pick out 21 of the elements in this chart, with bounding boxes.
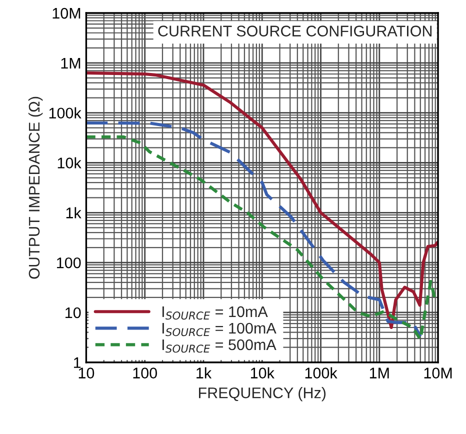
- y-tick-label: 1: [74, 357, 81, 368]
- y-axis-title: OUTPUT IMPEDANCE (Ω): [28, 96, 43, 279]
- legend-label: I$_{SOURCE}$ = 10mA: [162, 306, 268, 320]
- x-tick-label: 10k: [250, 367, 274, 378]
- x-tick-label: 100: [133, 368, 157, 378]
- x-axis-title: FREQUENCY (Hz): [199, 387, 326, 402]
- y-tick-label: 10: [66, 307, 81, 318]
- y-tick-label: 100: [57, 257, 81, 268]
- text: CURRENT SOURCE CONFIGURATION: [158, 26, 432, 36]
- x-tick-label: 10M: [424, 368, 452, 378]
- y-tick-label: 1M: [61, 58, 80, 68]
- y-tick-label: 10k: [58, 157, 82, 168]
- x-tick-label: 10: [78, 368, 94, 378]
- x-tick-label: 1M: [370, 368, 389, 378]
- x-tick-label: 100k: [305, 367, 338, 378]
- y-tick-label: 10M: [52, 8, 80, 19]
- x-tick-label: 1k: [196, 367, 212, 378]
- y-tick-label: 100k: [49, 107, 82, 119]
- legend-label: I$_{SOURCE}$ = 500mA: [162, 339, 276, 353]
- legend-label: I$_{SOURCE}$ = 100mA: [162, 322, 276, 336]
- y-tick-label: 1k: [66, 207, 82, 218]
